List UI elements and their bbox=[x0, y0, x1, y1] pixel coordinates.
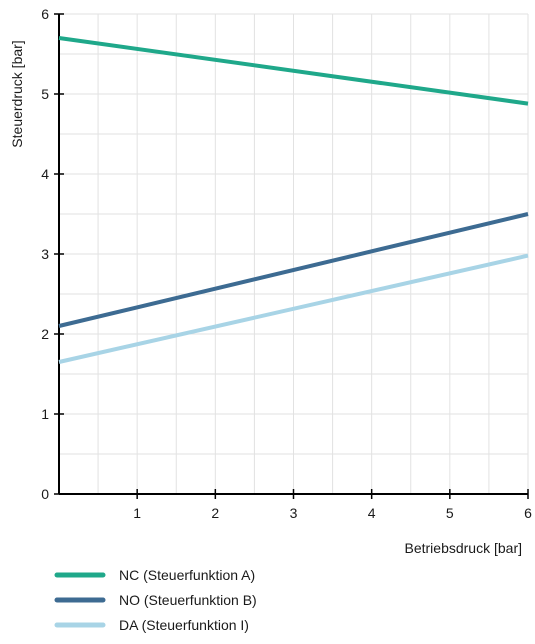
y-tick-label: 5 bbox=[41, 86, 49, 102]
y-tick-label: 6 bbox=[41, 6, 49, 22]
x-tick-label: 6 bbox=[524, 505, 532, 521]
ticks: 1 2 3 4 5 6 0 1 2 3 4 5 6 bbox=[41, 6, 532, 521]
x-tick-label: 1 bbox=[133, 505, 141, 521]
y-tick-label: 4 bbox=[41, 166, 49, 182]
x-tick-label: 5 bbox=[446, 505, 454, 521]
legend: NC (Steuerfunktion A) NO (Steuerfunktion … bbox=[54, 567, 257, 633]
legend-label: NC (Steuerfunktion A) bbox=[119, 567, 255, 583]
y-tick-label: 1 bbox=[41, 406, 49, 422]
x-axis-title: Betriebsdruck [bar] bbox=[405, 540, 523, 556]
x-tick-label: 3 bbox=[290, 505, 298, 521]
x-tick-label: 4 bbox=[368, 505, 376, 521]
x-tick-label: 2 bbox=[211, 505, 219, 521]
legend-label: NO (Steuerfunktion B) bbox=[119, 592, 257, 608]
y-tick-label: 3 bbox=[41, 246, 49, 262]
grid bbox=[59, 13, 529, 494]
y-tick-label: 2 bbox=[41, 326, 49, 342]
legend-label: DA (Steuerfunktion I) bbox=[119, 617, 249, 633]
series-lines bbox=[58, 36, 529, 364]
y-axis-title: Steuerdruck [bar] bbox=[9, 40, 25, 147]
series-line bbox=[58, 36, 529, 106]
series-line bbox=[58, 253, 529, 364]
series-line bbox=[58, 212, 529, 328]
y-tick-label: 0 bbox=[41, 486, 49, 502]
